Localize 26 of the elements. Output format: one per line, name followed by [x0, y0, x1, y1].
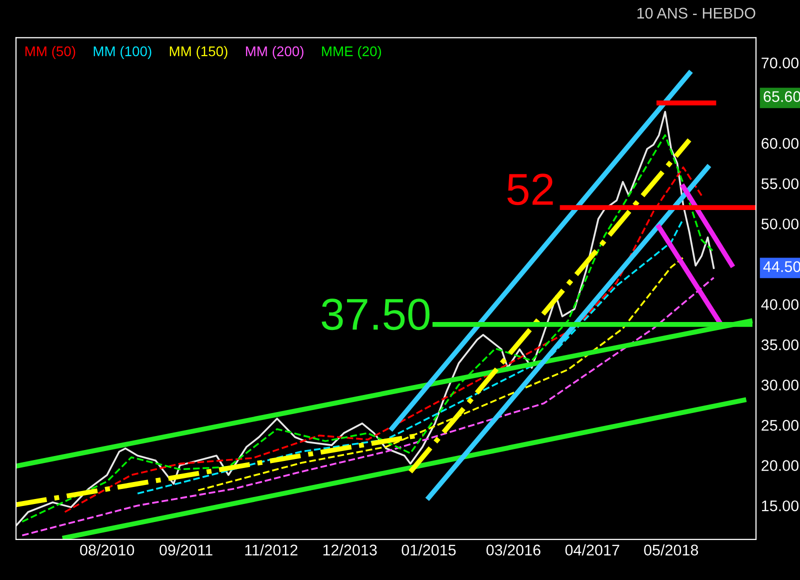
- y-tick-label: 70.00: [762, 58, 798, 68]
- x-tick-label: 11/2012: [245, 544, 298, 556]
- annotation: 52: [507, 174, 553, 206]
- x-tick-label: 08/2010: [80, 544, 134, 556]
- x-tick-label: 09/2011: [160, 544, 212, 556]
- annotation: 37.50: [322, 298, 430, 330]
- y-tick-label: 15.00: [762, 500, 798, 512]
- y-tick-label: 30.00: [761, 380, 798, 390]
- text: MME (20): [322, 46, 382, 59]
- text: MM (150): [170, 46, 228, 59]
- text: MM (100): [94, 46, 152, 59]
- y-tick-label: 50.00: [761, 218, 798, 230]
- y-tick-label: 20.00: [762, 460, 798, 471]
- y-tick-label: 25.00: [762, 420, 798, 431]
- text: MM (200): [246, 46, 304, 59]
- text: MM (50): [25, 46, 76, 59]
- y-tick-label: 35.00: [761, 339, 798, 350]
- x-tick-label: 03/2016: [486, 544, 540, 556]
- x-tick-label: 12/2013: [323, 544, 377, 556]
- y-tick-label: 40.00: [761, 299, 798, 310]
- x-tick-label: 04/2017: [565, 544, 620, 556]
- x-tick-label: 05/2018: [644, 544, 698, 556]
- y-tick-label: 60.00: [762, 138, 798, 149]
- y-tick-label: 55.00: [761, 178, 798, 190]
- x-tick-label: 01/2015: [402, 544, 456, 556]
- chart-title: 10 ANS - HEBDO: [637, 8, 756, 19]
